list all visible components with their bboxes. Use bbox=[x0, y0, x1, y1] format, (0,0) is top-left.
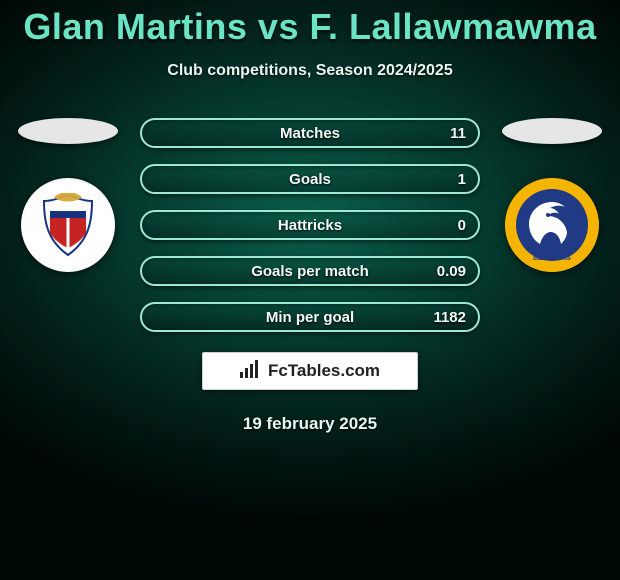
kerala-blasters-icon: KERALA BLASTERS bbox=[505, 178, 599, 272]
main-row: Matches 11 Goals 1 Hattricks 0 Goals per… bbox=[0, 118, 620, 332]
content-wrapper: Glan Martins vs F. Lallawmawma Club comp… bbox=[0, 0, 620, 434]
stat-row: Goals per match 0.09 bbox=[140, 256, 480, 286]
brand-text: FcTables.com bbox=[268, 361, 380, 381]
club1-logo bbox=[21, 178, 115, 272]
stat-value-right: 11 bbox=[450, 125, 466, 142]
stat-label: Hattricks bbox=[278, 217, 342, 234]
stat-row: Hattricks 0 bbox=[140, 210, 480, 240]
subtitle: Club competitions, Season 2024/2025 bbox=[0, 62, 620, 80]
stat-value-right: 1182 bbox=[433, 309, 466, 326]
stat-row: Goals 1 bbox=[140, 164, 480, 194]
stat-label: Goals per match bbox=[251, 263, 369, 280]
date-text: 19 february 2025 bbox=[0, 414, 620, 434]
atk-shield-icon bbox=[40, 193, 96, 257]
stat-label: Min per goal bbox=[266, 309, 354, 326]
stat-label: Matches bbox=[280, 125, 340, 142]
stat-value-right: 0.09 bbox=[437, 263, 466, 280]
svg-text:KERALA: KERALA bbox=[537, 192, 566, 199]
svg-text:BLASTERS: BLASTERS bbox=[533, 255, 571, 262]
stat-value-right: 1 bbox=[458, 171, 466, 188]
bars-icon bbox=[240, 360, 262, 383]
player2-photo bbox=[502, 118, 602, 144]
player1-photo bbox=[18, 118, 118, 144]
left-side bbox=[18, 118, 118, 272]
brand-badge: FcTables.com bbox=[202, 352, 418, 390]
stats-column: Matches 11 Goals 1 Hattricks 0 Goals per… bbox=[140, 118, 480, 332]
stat-row: Matches 11 bbox=[140, 118, 480, 148]
club2-logo: KERALA BLASTERS bbox=[505, 178, 599, 272]
stat-label: Goals bbox=[289, 171, 331, 188]
stat-value-right: 0 bbox=[458, 217, 466, 234]
stat-row: Min per goal 1182 bbox=[140, 302, 480, 332]
page-title: Glan Martins vs F. Lallawmawma bbox=[0, 6, 620, 48]
right-side: KERALA BLASTERS bbox=[502, 118, 602, 272]
